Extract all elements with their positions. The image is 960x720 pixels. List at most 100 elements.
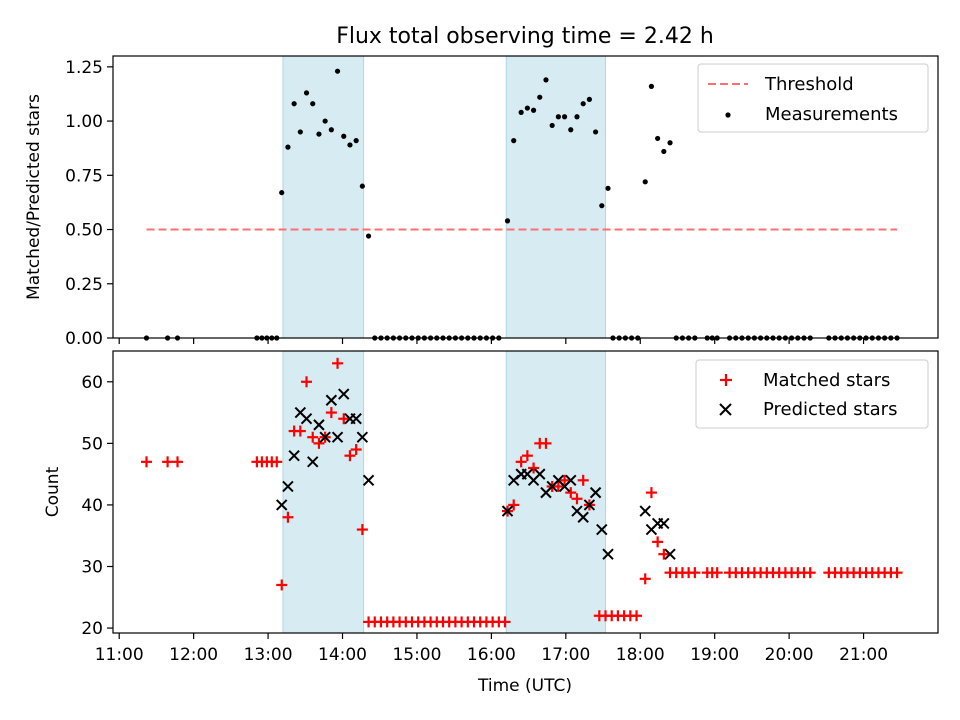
predicted-star-point (596, 523, 608, 536)
measurement-point (574, 114, 580, 120)
bottom-x-ticks: 11:00 12:00 13:00 14:00 15:00 16:00 17:00 18:00… (95, 633, 888, 665)
predicted-star-point (589, 486, 602, 499)
y-tick-label: 1.00 (65, 112, 103, 132)
measurement-point (568, 127, 574, 133)
measurement-point (524, 105, 530, 111)
top-shaded-region (505, 55, 607, 339)
measurement-point (285, 144, 291, 150)
measurement-point (353, 138, 359, 144)
measurement-point (605, 185, 611, 191)
matched-star-point (294, 425, 306, 437)
matched-star-point (356, 524, 368, 536)
y-tick-label: 0.00 (65, 329, 103, 349)
matched-star-point (172, 456, 184, 468)
predicted-star-point (602, 548, 614, 560)
predicted-star-point (288, 449, 300, 462)
matched-star-point (689, 567, 701, 579)
matched-star-point (711, 567, 723, 579)
matched-star-point (325, 407, 337, 419)
y-tick-label: 0.25 (65, 275, 103, 295)
predicted-star-point (313, 419, 325, 431)
y-tick-label: 0.50 (65, 221, 103, 241)
top-measurement-points (143, 68, 900, 341)
measurement-point (537, 94, 543, 100)
matched-star-point (338, 413, 350, 425)
measurement-point (316, 131, 322, 137)
bottom-x-axis-label: Time (UTC) (477, 676, 572, 696)
measurement-point (655, 135, 661, 142)
matched-star-point (571, 493, 583, 505)
measurement-point (291, 101, 297, 107)
predicted-star-point (664, 548, 676, 560)
measurement-point (661, 148, 667, 155)
matched-star-point (552, 480, 564, 492)
matched-star-point (271, 456, 283, 468)
predicted-star-point (350, 413, 362, 425)
bottom-panel: 20 30 40 50 60 11:00 12:00 13:00 14:00 15:00 16:0… (43, 350, 939, 696)
x-tick-label: 14:00 (318, 645, 367, 665)
predicted-star-point (282, 480, 294, 493)
measurement-point (303, 90, 310, 96)
predicted-legend-label: Predicted stars (763, 399, 897, 420)
measurement-point (322, 118, 328, 124)
matched-star-point (559, 474, 571, 486)
threshold-legend-label: Threshold (764, 74, 854, 95)
matched-star-point (631, 610, 643, 622)
matched-star-point (344, 450, 356, 462)
predicted-star-point (338, 388, 350, 400)
y-tick-label: 60 (81, 373, 103, 393)
predicted-star-point (639, 505, 651, 517)
matched-star-point (508, 499, 520, 511)
top-y-ticks: 0.00 0.25 0.50 0.75 1.00 1.25 (65, 58, 113, 349)
matched-star-point (515, 456, 527, 468)
predicted-star-point (319, 431, 331, 443)
predicted-star-point (325, 394, 338, 406)
predicted-star-point (276, 499, 288, 511)
bottom-shaded-region (282, 350, 365, 634)
measurement-point (328, 127, 334, 133)
bottom-y-axis-label: Count (43, 466, 63, 517)
predicted-star-point (583, 499, 596, 511)
top-y-axis-label: Matched/Predicted stars (24, 94, 44, 300)
measurement-point (561, 114, 568, 120)
top-legend: Threshold Measurements (697, 63, 929, 133)
measurement-point (504, 218, 511, 224)
predicted-legend-swatch (719, 403, 732, 416)
x-tick-label: 15:00 (392, 645, 441, 665)
measurement-point (549, 122, 555, 129)
chart-title: Flux total observing time = 2.42 h (336, 24, 714, 49)
bottom-axes-frame (112, 350, 939, 634)
measurement-point (642, 179, 648, 185)
matched-star-point (140, 456, 152, 468)
measurement-point (359, 183, 365, 189)
measurement-point (555, 114, 561, 120)
matched-star-point (282, 511, 294, 523)
y-tick-label: 0.75 (65, 166, 103, 186)
predicted-stars-points (276, 388, 676, 560)
x-tick-label: 20:00 (765, 645, 814, 665)
measurement-point (592, 129, 599, 135)
matched-star-point (521, 450, 533, 462)
y-tick-label: 1.25 (65, 58, 103, 78)
y-tick-label: 20 (81, 619, 103, 639)
measurement-point (599, 203, 605, 209)
matched-star-point (652, 536, 664, 548)
matched-star-point (499, 616, 511, 628)
y-tick-label: 50 (81, 434, 103, 454)
matched-legend-swatch (720, 374, 732, 386)
matched-star-point (639, 573, 651, 585)
measurement-point (648, 83, 655, 89)
x-tick-label: 21:00 (839, 645, 888, 665)
measurement-point (518, 109, 524, 115)
top-shaded-regions (282, 55, 607, 339)
x-tick-label: 19:00 (690, 645, 739, 665)
measurement-point (580, 101, 586, 107)
bottom-legend: Matched stars Predicted stars (695, 359, 929, 429)
measurement-point (530, 107, 537, 113)
predicted-star-point (565, 474, 577, 487)
matched-star-point (891, 567, 903, 579)
predicted-star-point (356, 431, 369, 443)
matched-star-point (540, 437, 552, 449)
measurement-point (543, 77, 549, 83)
